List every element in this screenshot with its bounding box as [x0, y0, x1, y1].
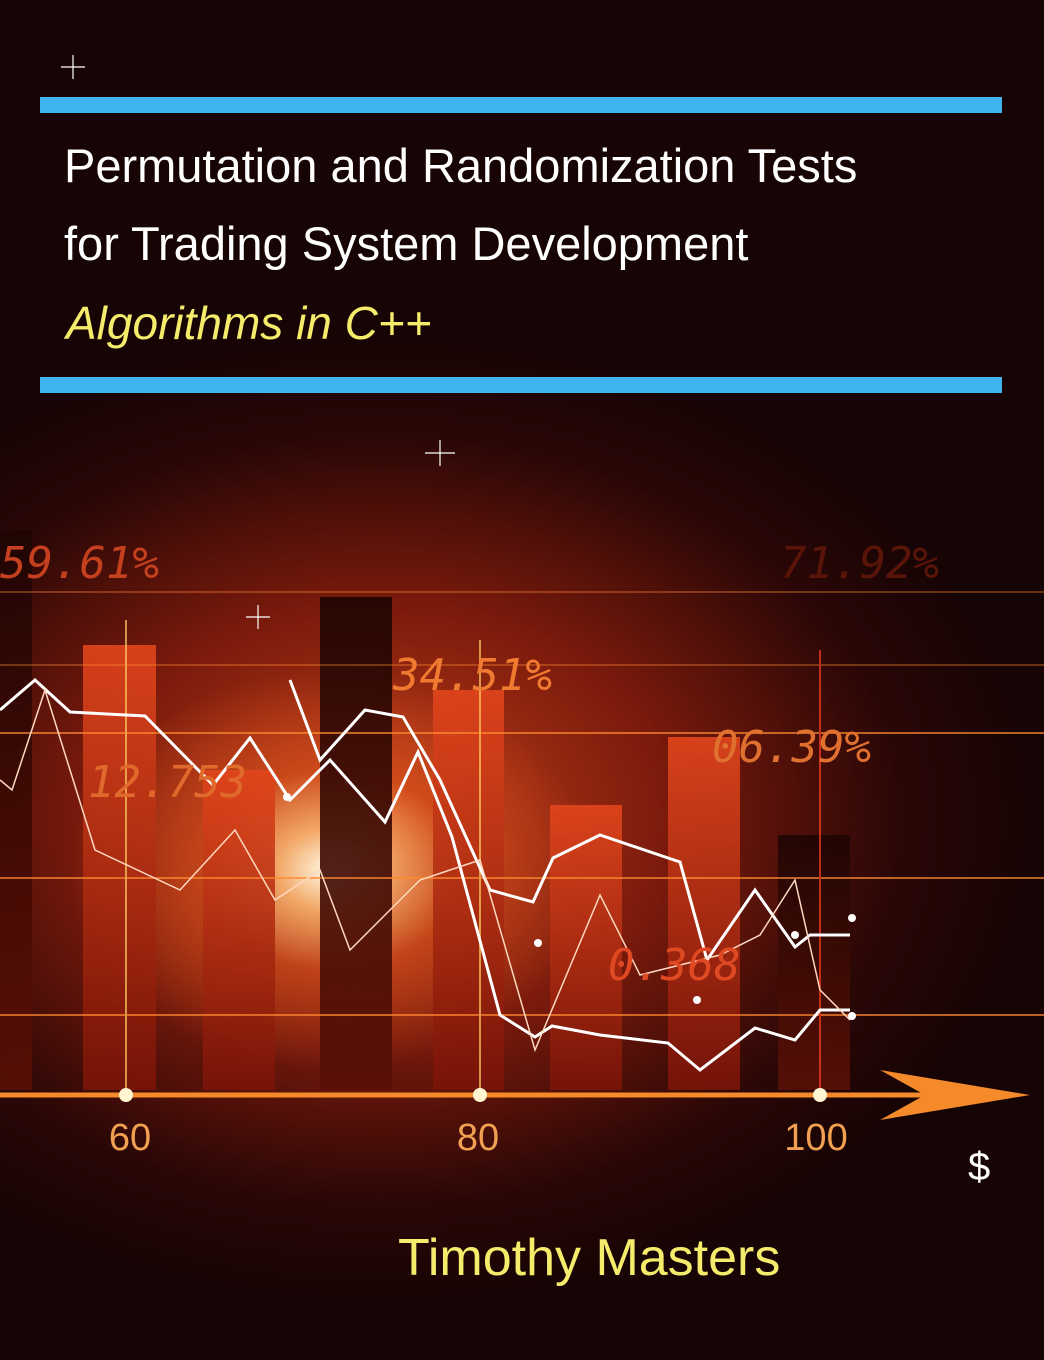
- data-point: [848, 1012, 856, 1020]
- bar: [83, 645, 156, 1090]
- data-point: [283, 793, 291, 801]
- data-point: [693, 996, 701, 1004]
- axis-arrow-icon: [880, 1070, 1030, 1120]
- price-line-thin: [0, 687, 851, 1053]
- data-point: [848, 914, 856, 922]
- book-title-line-2: for Trading System Development: [64, 217, 749, 270]
- bar: [0, 530, 32, 1090]
- sparkle-icon: [246, 605, 270, 629]
- axis-tick-label: 60: [108, 1117, 152, 1159]
- data-point: [534, 939, 542, 947]
- price-line-main: [0, 677, 850, 1072]
- book-title-line-1: Permutation and Randomization Tests: [64, 139, 858, 192]
- overlay-number: 0.368: [608, 940, 741, 991]
- axis-glow: [119, 1088, 133, 1102]
- bar: [668, 737, 740, 1090]
- overlay-number: 34.51%: [393, 650, 552, 701]
- axis-tick-label: 100: [784, 1117, 848, 1159]
- bar: [203, 770, 275, 1090]
- author-name: Timothy Masters: [398, 1229, 781, 1287]
- overlay-number: 71.92%: [780, 538, 939, 589]
- dollar-icon: $: [968, 1145, 991, 1189]
- overlay-number: 12.753: [88, 757, 247, 808]
- bottom-accent-rule: [40, 377, 1002, 393]
- data-point: [791, 931, 799, 939]
- book-subtitle: Algorithms in C++: [66, 297, 432, 349]
- overlay-number: 59.61%: [0, 538, 159, 589]
- price-line-secondary: [288, 679, 850, 964]
- axis-glow: [473, 1088, 487, 1102]
- top-accent-rule: [40, 97, 1002, 113]
- axis-glow: [813, 1088, 827, 1102]
- sparkle-icon: [61, 55, 85, 79]
- sparkle-icon: [425, 440, 455, 466]
- overlay-number: 06.39%: [712, 722, 871, 773]
- bar: [320, 597, 392, 1090]
- axis-tick-label: 80: [456, 1117, 500, 1159]
